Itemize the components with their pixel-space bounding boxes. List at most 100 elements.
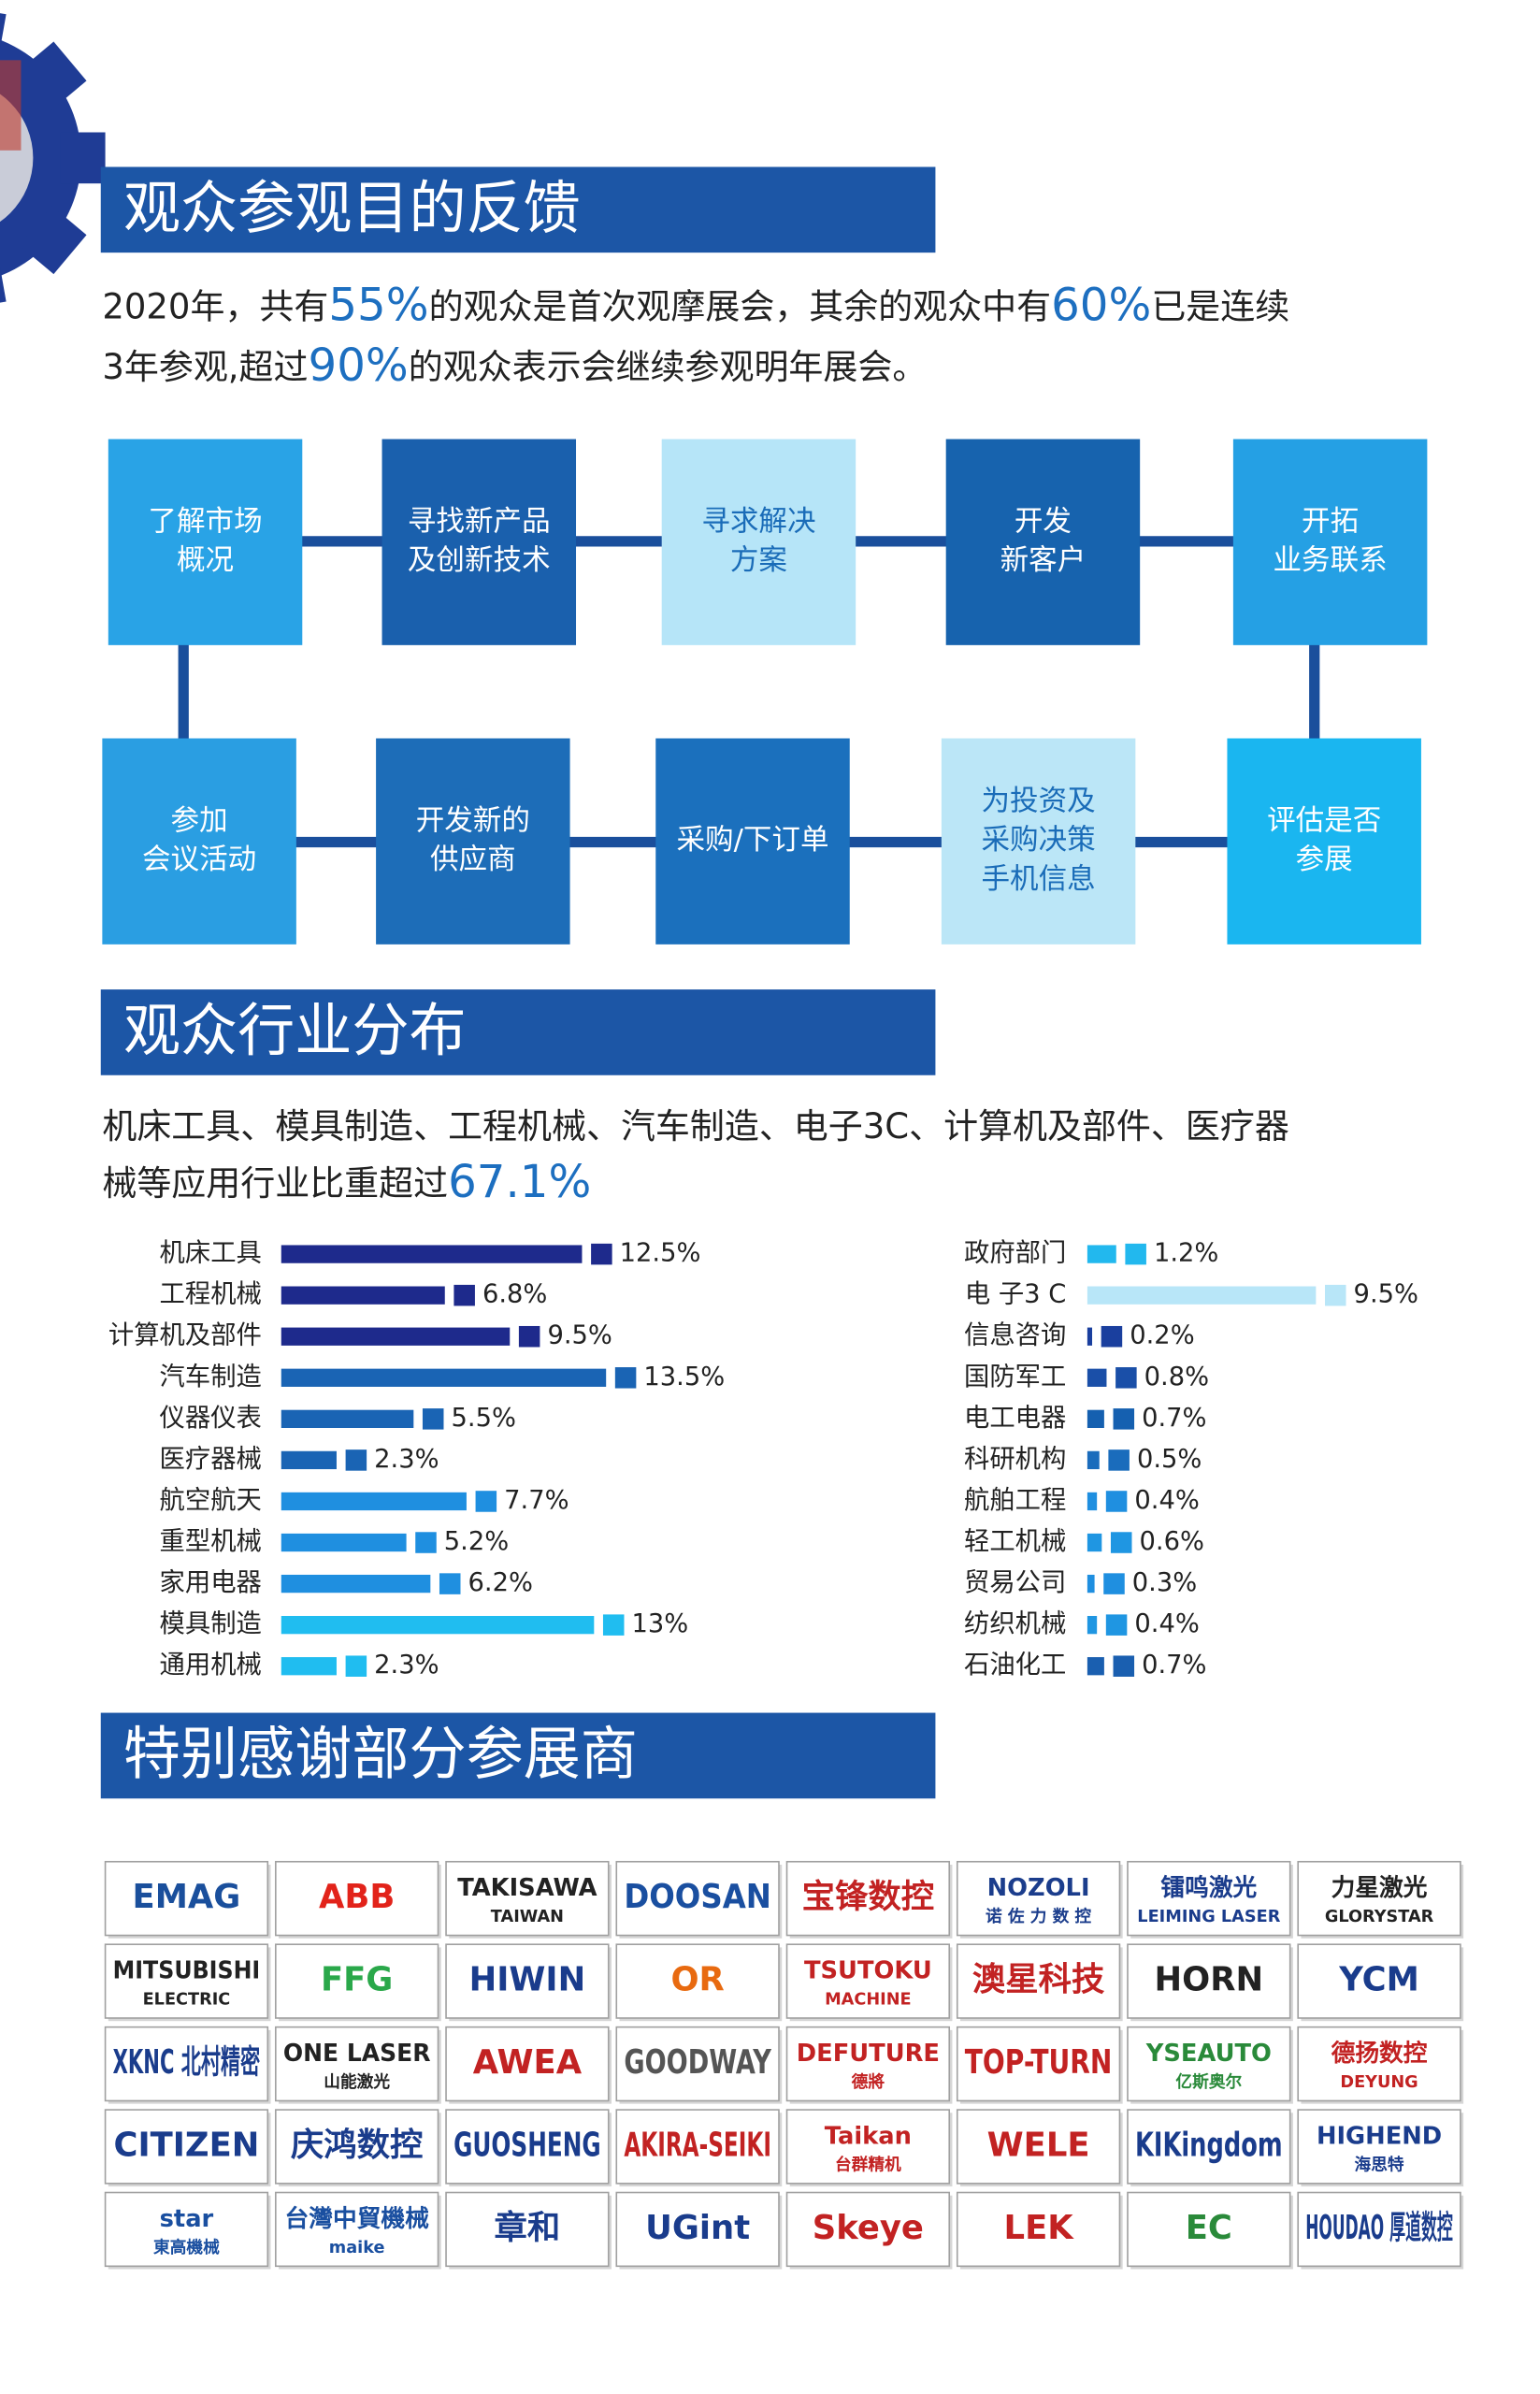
flow-box xyxy=(1227,738,1421,945)
logo-text: 台群精机 xyxy=(835,2155,901,2175)
logo-text: DEFUTURE xyxy=(797,2040,940,2068)
paragraph-text: 机床工具、模具制造、工程机械、汽车制造、电子3C、计算机及部件、医疗器 xyxy=(102,1106,1288,1147)
bar-label: 贸易公司 xyxy=(964,1568,1066,1597)
bar xyxy=(281,1616,595,1635)
bar-label: 医疗器械 xyxy=(160,1445,262,1474)
logo-cell xyxy=(275,2109,439,2185)
bar-marker xyxy=(1103,1573,1125,1594)
section-header-title: 观众参观目的反馈 xyxy=(123,175,581,241)
logo-text: TAIWAN xyxy=(491,1908,564,1926)
flow-box-label: 采购决策 xyxy=(981,824,1095,857)
logo-cell xyxy=(445,1943,610,2019)
bar-label: 航舶工程 xyxy=(964,1486,1066,1515)
paragraph-text: 已是连续 xyxy=(1151,286,1289,326)
bar-value-label: 5.5% xyxy=(452,1404,516,1433)
bar xyxy=(1087,1657,1104,1676)
bar-value-label: 0.7% xyxy=(1142,1651,1206,1680)
bar-label: 电 子3 C xyxy=(965,1280,1067,1309)
bar xyxy=(1087,1533,1102,1552)
flow-box-label: 概况 xyxy=(177,544,234,577)
flow-box-label: 及创新技术 xyxy=(408,544,551,577)
logo-cell xyxy=(445,2026,610,2102)
bar-value-label: 2.3% xyxy=(374,1651,439,1680)
logo-cell xyxy=(956,1943,1121,2019)
logo-text: AWEA xyxy=(473,2043,583,2082)
bar-label: 机床工具 xyxy=(160,1239,262,1268)
logo-text: GLORYSTAR xyxy=(1325,1908,1434,1926)
bar xyxy=(1087,1368,1107,1387)
logo-cell xyxy=(445,2109,610,2185)
logo-cell xyxy=(1297,2191,1461,2268)
highlight: 55% xyxy=(328,280,428,332)
bar-value-label: 0.5% xyxy=(1137,1445,1202,1474)
logo-cell xyxy=(275,2191,439,2268)
bar xyxy=(1087,1327,1093,1346)
logo-text: EC xyxy=(1186,2209,1232,2247)
bar-label: 信息咨询 xyxy=(964,1321,1066,1350)
logo-text: XKNC 北村精密 xyxy=(113,2043,261,2082)
logo-text: EMAG xyxy=(133,1878,241,1916)
bar-label: 仪器仪表 xyxy=(160,1404,262,1433)
flow-box xyxy=(661,439,856,645)
flow-box xyxy=(1232,439,1428,645)
bar-label: 国防军工 xyxy=(964,1363,1066,1392)
flow-box-label: 为投资及 xyxy=(981,785,1095,817)
flow-box-label: 业务联系 xyxy=(1274,544,1388,577)
logo-cell xyxy=(275,1860,439,1937)
bar xyxy=(281,1492,467,1511)
logo-text: 德扬数控 xyxy=(1331,2040,1428,2068)
highlight: 60% xyxy=(1051,280,1151,332)
bar xyxy=(281,1409,414,1428)
logo-text: ONE LASER xyxy=(283,2040,431,2068)
bar-value-label: 9.5% xyxy=(547,1321,612,1350)
logo-cell xyxy=(785,1860,951,1937)
flow-box xyxy=(945,439,1141,645)
flow-box-label: 参展 xyxy=(1296,844,1353,876)
bar-label: 计算机及部件 xyxy=(108,1321,262,1350)
logo-cell xyxy=(104,2191,269,2268)
logo-cell xyxy=(615,1860,780,1937)
logo-text: TOP-TURN xyxy=(965,2043,1113,2082)
bar-label: 科研机构 xyxy=(964,1445,1066,1474)
logo-cell xyxy=(1127,2109,1291,2185)
logo-text: maike xyxy=(329,2239,385,2257)
logo-text: UGint xyxy=(645,2209,750,2247)
flow-box-label: 开拓 xyxy=(1302,505,1359,538)
bar-marker xyxy=(1113,1655,1135,1677)
flow-box xyxy=(655,738,850,945)
highlight: 90% xyxy=(309,339,409,392)
bar-value-label: 6.8% xyxy=(482,1280,547,1309)
bar-value-label: 0.4% xyxy=(1134,1609,1199,1638)
gear-teeth xyxy=(0,5,106,310)
logo-cell xyxy=(1127,1943,1291,2019)
logo-cell xyxy=(104,1860,269,1937)
flow-box-label: 会议活动 xyxy=(142,844,256,876)
logo-cell xyxy=(785,1943,951,2019)
bar-value-label: 0.8% xyxy=(1144,1363,1209,1392)
gear-decoration xyxy=(0,5,106,310)
bar-value-label: 0.4% xyxy=(1134,1486,1199,1515)
logo-text: TSUTOKU xyxy=(804,1957,932,1985)
bar-value-label: 0.2% xyxy=(1130,1321,1194,1350)
logo-text: 德將 xyxy=(852,2071,885,2092)
bar xyxy=(1087,1616,1098,1635)
bar-value-label: 9.5% xyxy=(1354,1280,1418,1309)
logo-cell xyxy=(104,2109,269,2185)
bar-label: 模具制造 xyxy=(160,1609,262,1638)
logo-text: HIGHEND xyxy=(1317,2123,1442,2151)
flow-box xyxy=(941,738,1136,945)
logo-text: 诺 佐 力 数 控 xyxy=(986,1906,1091,1926)
logo-text: FFG xyxy=(321,1961,393,1999)
logo-cell xyxy=(615,2191,780,2268)
bar-value-label: 1.2% xyxy=(1154,1239,1218,1268)
bar-marker xyxy=(1125,1243,1146,1265)
bar xyxy=(1087,1286,1317,1305)
flow-box-label: 了解市场 xyxy=(148,505,262,538)
logo-cell xyxy=(275,2026,439,2102)
paragraph-line: 械等应用行业比重超过67.1% xyxy=(102,1156,591,1208)
logo-cell xyxy=(1297,1943,1461,2019)
bar-marker xyxy=(1115,1367,1137,1389)
logo-text: 庆鸿数控 xyxy=(291,2126,424,2164)
